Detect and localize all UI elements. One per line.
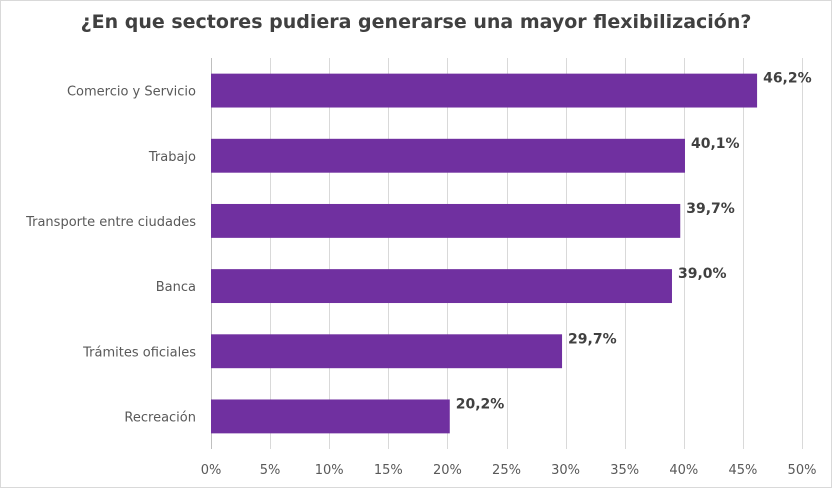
bar: [211, 203, 681, 238]
category-label: Banca: [156, 280, 196, 295]
data-label: 40,1%: [691, 136, 740, 152]
x-tick-label: 25%: [492, 463, 521, 478]
category-label: Trámites oficiales: [82, 345, 196, 360]
category-label: Transporte entre ciudades: [25, 215, 196, 230]
chart-title: ¿En que sectores pudiera generarse una m…: [80, 11, 752, 33]
x-tick-label: 35%: [610, 463, 639, 478]
data-label: 29,7%: [568, 331, 617, 347]
bar: [211, 399, 450, 434]
x-tick-label: 20%: [433, 463, 462, 478]
data-label: 46,2%: [763, 71, 812, 87]
data-label: 20,2%: [456, 396, 505, 412]
label-layer: 0% 5% 10% 15% 20% 25% 30% 35% 40% 45% 50% Comercio …: [25, 71, 816, 478]
x-tick-label: 0%: [201, 463, 222, 478]
category-label: Recreación: [124, 410, 196, 425]
grid-layer: [211, 58, 803, 449]
x-tick-label: 40%: [669, 463, 698, 478]
bar: [211, 73, 758, 108]
bar: [211, 138, 685, 173]
x-tick-label: 15%: [374, 463, 403, 478]
data-label: 39,0%: [678, 266, 727, 282]
bar: [211, 269, 672, 304]
bar: [211, 334, 563, 369]
x-tick-label: 5%: [260, 463, 281, 478]
category-label: Comercio y Servicio: [67, 85, 196, 100]
x-tick-label: 45%: [728, 463, 757, 478]
data-label: 39,7%: [686, 201, 735, 217]
x-tick-label: 30%: [551, 463, 580, 478]
category-label: Trabajo: [148, 150, 196, 165]
bar-layer: [211, 73, 758, 434]
x-tick-label: 50%: [788, 463, 817, 478]
x-tick-label: 10%: [315, 463, 344, 478]
